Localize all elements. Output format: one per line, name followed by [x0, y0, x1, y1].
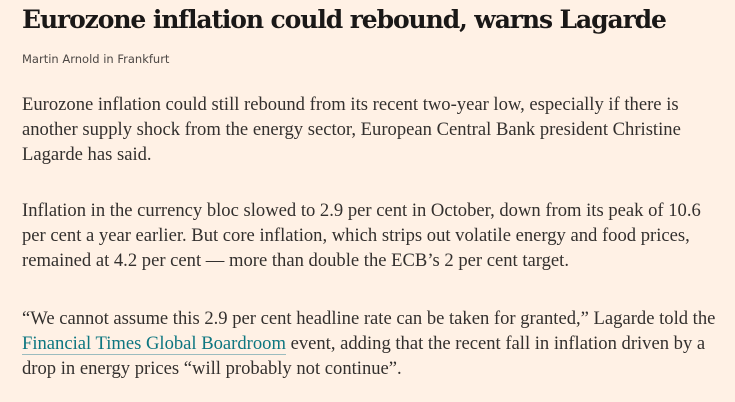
paragraph-3-text-after: event, adding that the recent fall in in…: [22, 333, 706, 379]
paragraph-3-text-before: “We cannot assume this 2.9 per cent head…: [22, 308, 716, 329]
article-byline[interactable]: Martin Arnold in Frankfurt: [22, 52, 170, 66]
article-headline: Eurozone inflation could rebound, warns …: [22, 5, 667, 34]
article-paragraph-1: Eurozone inflation could still rebound f…: [22, 92, 727, 167]
article-paragraph-3: “We cannot assume this 2.9 per cent head…: [22, 306, 727, 381]
global-boardroom-link[interactable]: Financial Times Global Boardroom: [22, 333, 286, 355]
article-paragraph-2: Inflation in the currency bloc slowed to…: [22, 198, 727, 273]
paragraph-1-text: Eurozone inflation could still rebound f…: [22, 94, 681, 165]
paragraph-2-text: Inflation in the currency bloc slowed to…: [22, 200, 701, 271]
